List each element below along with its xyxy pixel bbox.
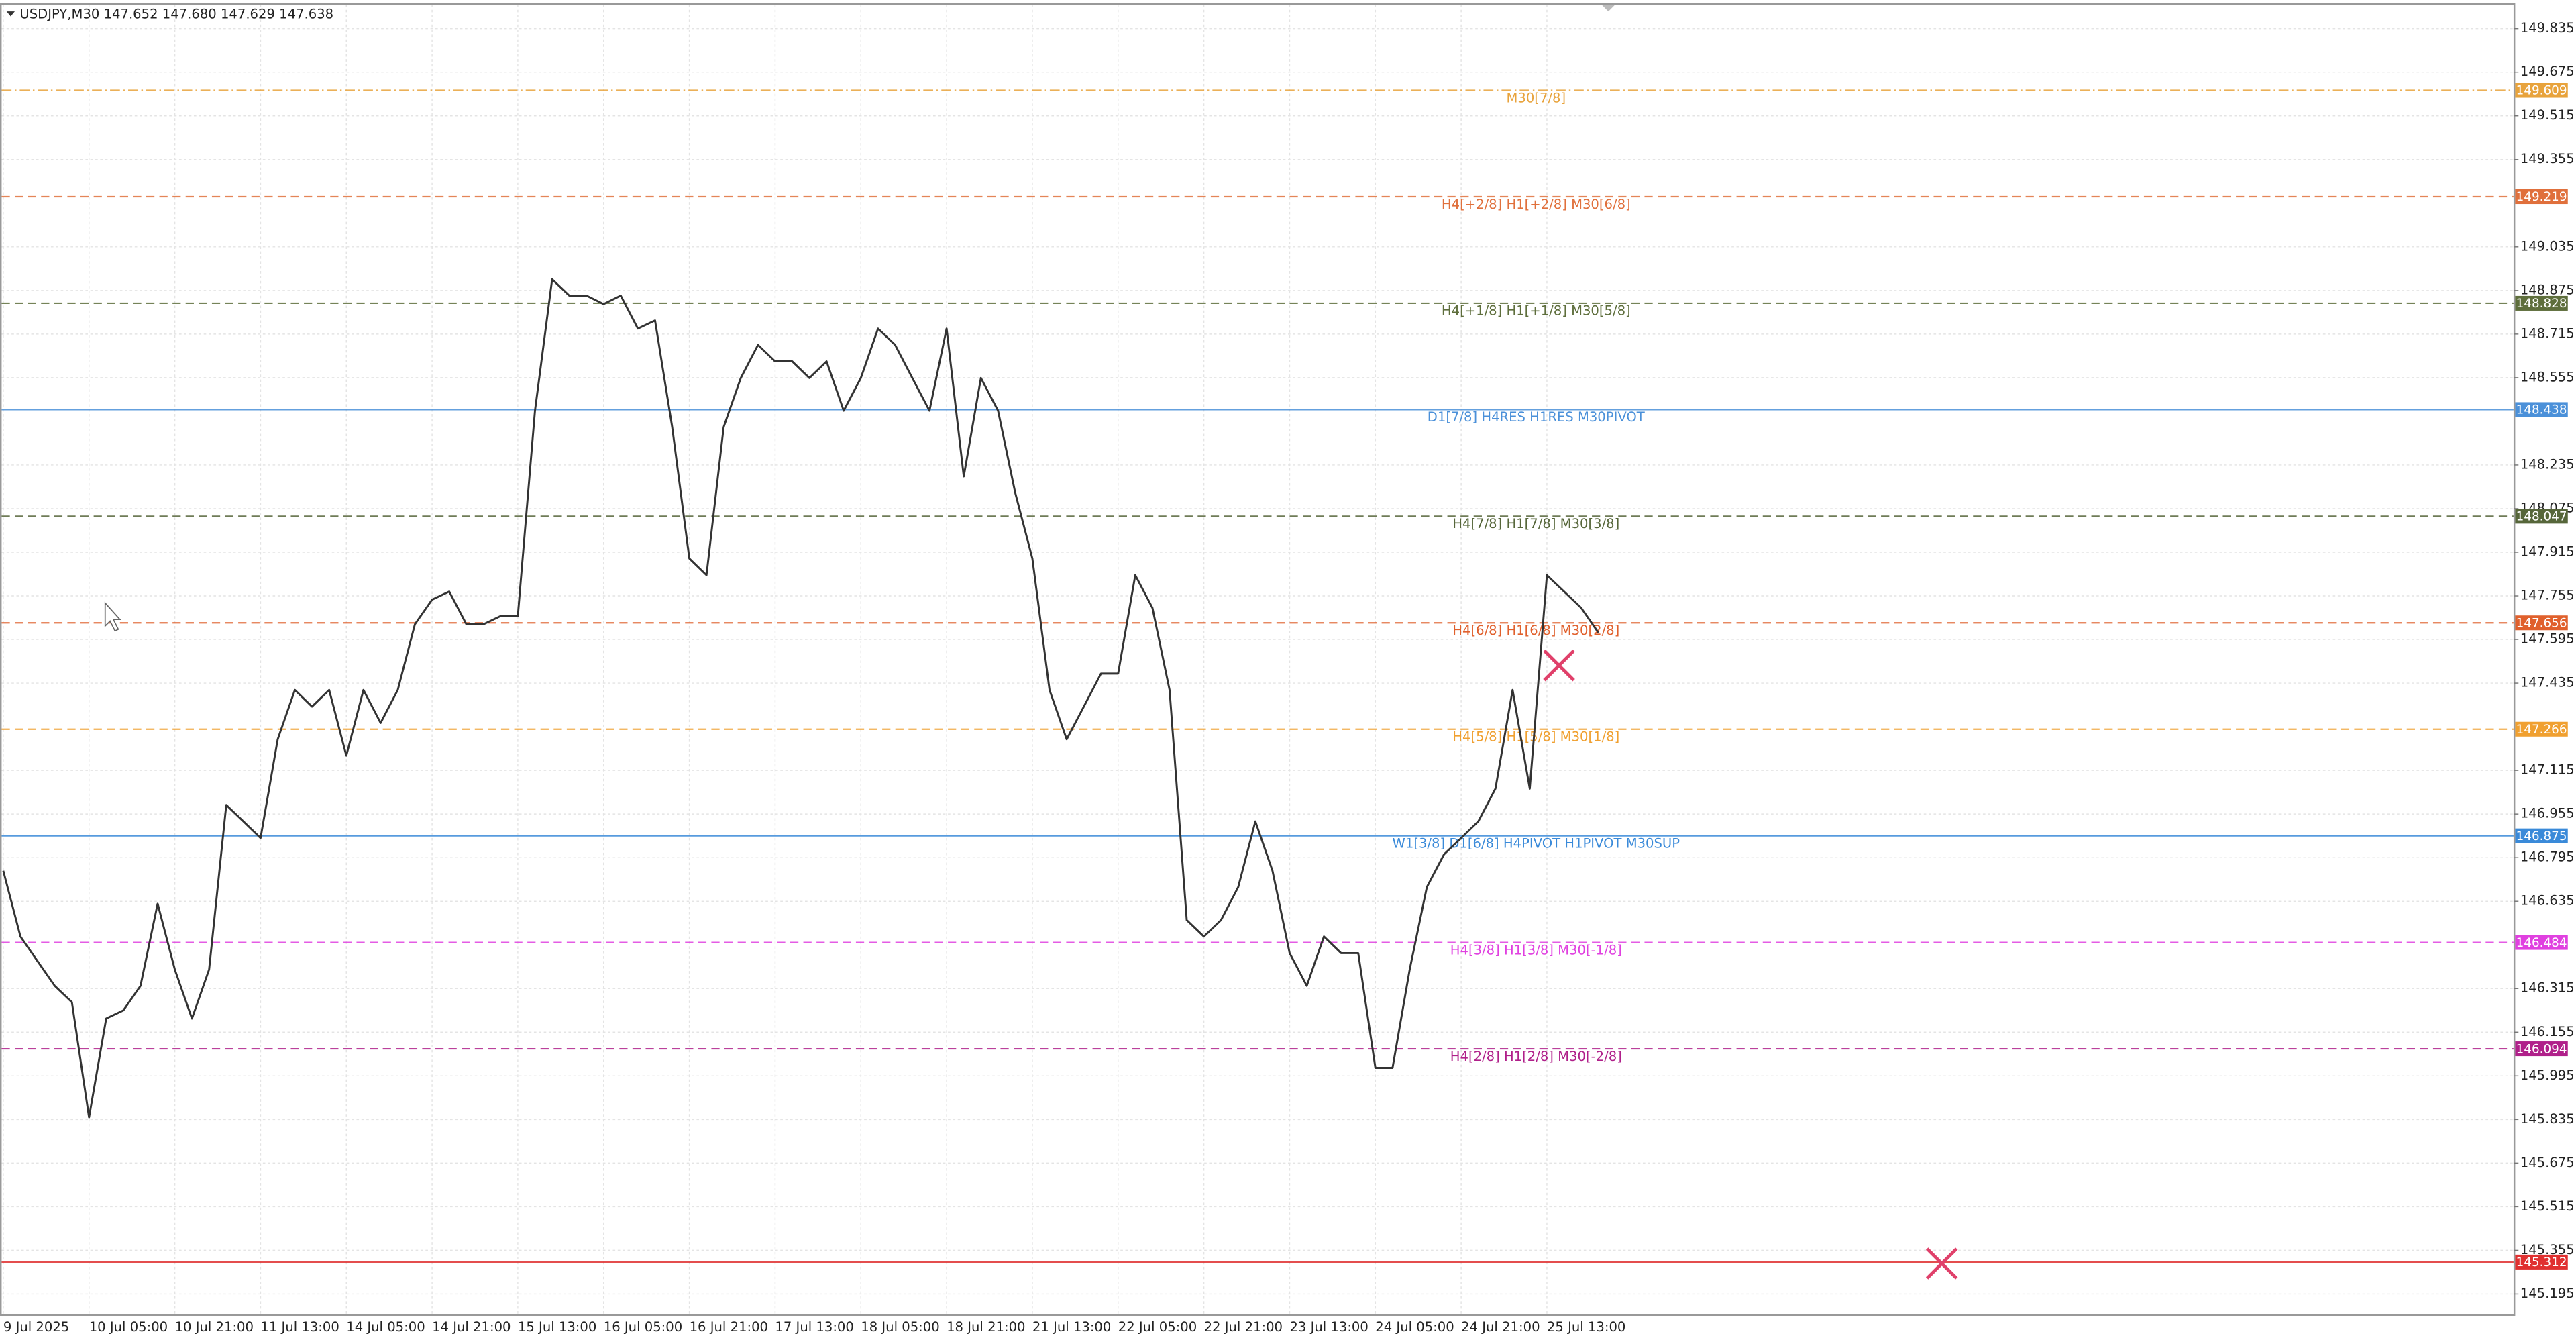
- level-price: 146.484: [2516, 936, 2567, 950]
- y-tick-label: 146.155: [2520, 1024, 2575, 1039]
- level-price-box: [2515, 828, 2568, 843]
- level-price: 149.219: [2516, 190, 2567, 204]
- level-price-box: [2515, 189, 2568, 205]
- level-label: H4[+1/8] H1[+1/8] M30[5/8]: [1442, 303, 1631, 319]
- y-tick-label: 147.435: [2520, 675, 2575, 690]
- y-tick-label: 145.195: [2520, 1286, 2575, 1301]
- y-tick-label: 147.595: [2520, 631, 2575, 647]
- levels: M30[7/8] H4[+2/8] H1[+2/8] M30[6/8] H4[+1/…: [1, 89, 2514, 1263]
- collapse-icon[interactable]: [6, 11, 15, 17]
- level-price: 148.828: [2516, 297, 2567, 311]
- level-label: H4[2/8] H1[2/8] M30[-2/8]: [1450, 1049, 1622, 1064]
- level-price: 146.094: [2516, 1042, 2567, 1056]
- y-tick-label: 148.235: [2520, 456, 2575, 472]
- series: [2, 278, 1599, 1119]
- x-tick-label: 23 Jul 13:00: [1289, 1319, 1368, 1335]
- level-price-box: [2515, 402, 2568, 417]
- x-tick-label: 17 Jul 13:00: [775, 1319, 853, 1335]
- level-price-box: [2515, 83, 2568, 98]
- x-tick-label: 22 Jul 05:00: [1118, 1319, 1197, 1335]
- chart-title: USDJPY,M30 147.652 147.680 147.629 147.6…: [19, 7, 333, 22]
- y-tick-label: 148.875: [2520, 282, 2575, 297]
- y-tick-label: 149.675: [2520, 64, 2575, 79]
- level-price-box: [2515, 935, 2568, 950]
- level-label: H4[5/8] H1[5/8] M30[1/8]: [1452, 729, 1619, 744]
- scroll-marker: [1601, 5, 1615, 12]
- y-tick-label: 145.995: [2520, 1068, 2575, 1083]
- plot-frame: [0, 3, 2516, 1316]
- x-tick-label: 24 Jul 05:00: [1375, 1319, 1454, 1335]
- level-price: 145.312: [2516, 1255, 2567, 1270]
- level-price: 149.609: [2516, 84, 2567, 98]
- x-tick-label: 16 Jul 05:00: [604, 1319, 682, 1335]
- x-tick-label: 22 Jul 21:00: [1204, 1319, 1283, 1335]
- x-tick-label: 14 Jul 05:00: [346, 1319, 425, 1335]
- y-tick-label: 148.715: [2520, 325, 2575, 341]
- y-tick-label: 149.355: [2520, 151, 2575, 166]
- level-label: D1[7/8] H4RES H1RES M30PIVOT: [1428, 409, 1646, 425]
- x-tick-label: 18 Jul 21:00: [947, 1319, 1025, 1335]
- level-label: H4[7/8] H1[7/8] M30[3/8]: [1452, 516, 1619, 531]
- x-tick-label: 10 Jul 05:00: [89, 1319, 168, 1335]
- y-tick-label: 146.795: [2520, 849, 2575, 865]
- y-tick-label: 149.035: [2520, 238, 2575, 254]
- y-tick-label: 146.955: [2520, 806, 2575, 821]
- y-tick-label: 147.755: [2520, 588, 2575, 603]
- grid: [1, 5, 2514, 1314]
- y-tick-label: 145.675: [2520, 1155, 2575, 1170]
- level-price: 147.656: [2516, 616, 2567, 630]
- level-price-box: [2515, 1041, 2568, 1057]
- marker-cross: [1925, 1247, 1958, 1280]
- level-price: 147.266: [2516, 723, 2567, 737]
- level-price-box: [2515, 615, 2568, 631]
- y-tick-label: 148.555: [2520, 369, 2575, 384]
- x-tick-label: 16 Jul 21:00: [690, 1319, 768, 1335]
- level-price-box: [2515, 721, 2568, 737]
- y-tick-label: 146.315: [2520, 980, 2575, 996]
- level-price-box: [2515, 295, 2568, 311]
- level-label: H4[3/8] H1[3/8] M30[-1/8]: [1450, 942, 1622, 958]
- y-tick-label: 149.835: [2520, 20, 2575, 36]
- mouse-cursor: [104, 601, 121, 632]
- marker-cross: [1543, 649, 1575, 682]
- x-tick-label: 9 Jul 2025: [3, 1319, 69, 1335]
- y-tick-label: 147.915: [2520, 544, 2575, 559]
- y-tick-label: 149.515: [2520, 107, 2575, 123]
- y-tick-label: 145.835: [2520, 1111, 2575, 1127]
- x-tick-label: 18 Jul 05:00: [861, 1319, 939, 1335]
- x-tick-label: 25 Jul 13:00: [1547, 1319, 1625, 1335]
- x-tick-label: 15 Jul 13:00: [518, 1319, 596, 1335]
- x-tick-label: 11 Jul 13:00: [260, 1319, 339, 1335]
- level-price: 148.047: [2516, 510, 2567, 524]
- level-price: 146.875: [2516, 829, 2567, 843]
- y-tick-label: 145.515: [2520, 1198, 2575, 1214]
- y-tick-label: 147.115: [2520, 762, 2575, 778]
- level-label: W1[3/8] D1[6/8] H4PIVOT H1PIVOT M30SUP: [1393, 835, 1680, 851]
- y-tick-label: 146.635: [2520, 893, 2575, 909]
- level-price: 148.438: [2516, 403, 2567, 417]
- x-tick-label: 24 Jul 21:00: [1461, 1319, 1540, 1335]
- level-label: H4[+2/8] H1[+2/8] M30[6/8]: [1442, 197, 1631, 212]
- level-label: H4[6/8] H1[6/8] M30[2/8]: [1452, 623, 1619, 638]
- level-label: M30[7/8]: [1506, 90, 1566, 105]
- y-tick-label: 145.355: [2520, 1242, 2575, 1257]
- level-price-box: [2515, 509, 2568, 524]
- price-line: [2, 278, 1599, 1119]
- x-tick-label: 10 Jul 21:00: [175, 1319, 254, 1335]
- x-tick-label: 21 Jul 13:00: [1032, 1319, 1111, 1335]
- x-tick-label: 14 Jul 21:00: [432, 1319, 511, 1335]
- level-price-box: [2515, 1254, 2568, 1270]
